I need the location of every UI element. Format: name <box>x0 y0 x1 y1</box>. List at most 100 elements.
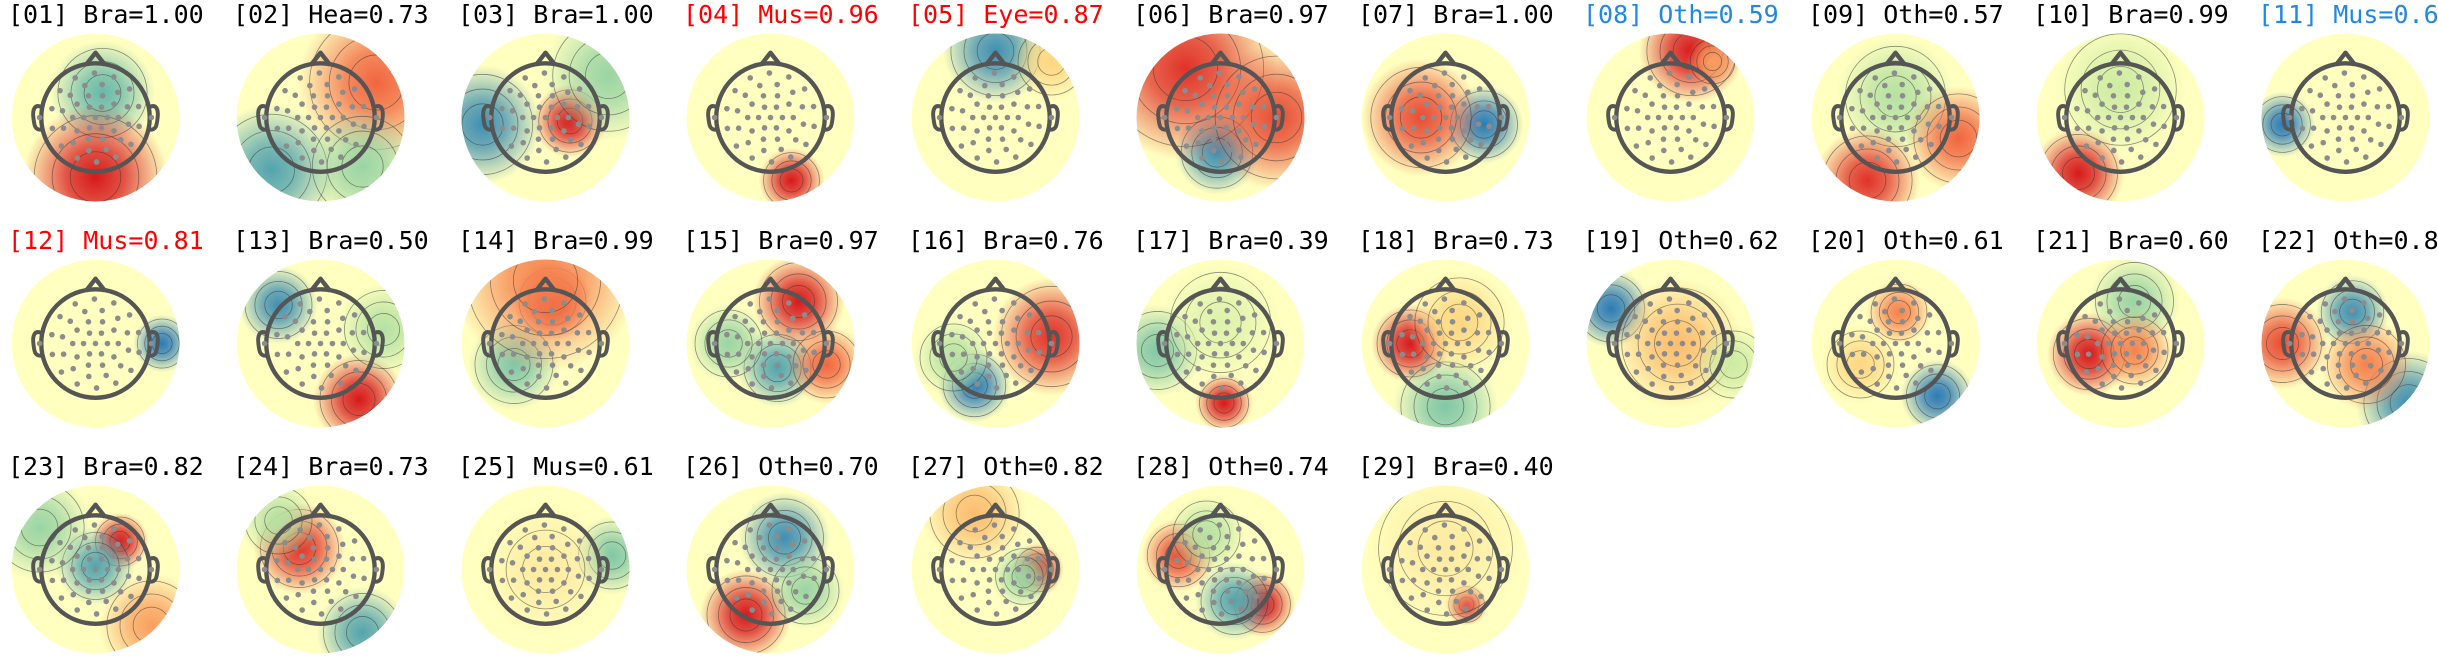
sensor-dot <box>724 331 730 338</box>
sensor-dot <box>724 105 730 112</box>
sensor-dot <box>1422 75 1429 81</box>
sensor-dot <box>104 340 111 347</box>
sensor-dot <box>114 315 121 322</box>
activation-blob <box>914 318 993 397</box>
sensor-dot <box>2307 313 2313 320</box>
sensor-dot <box>99 545 106 551</box>
sensor-dot <box>2299 125 2306 132</box>
sensor-dot <box>959 334 966 340</box>
sensor-dot <box>733 369 740 375</box>
head-nose <box>1884 50 1907 67</box>
sensor-dot <box>1710 329 1717 336</box>
sensor-dot <box>284 560 291 566</box>
sensor-dot <box>1891 70 1898 76</box>
sensor-dot <box>93 159 100 165</box>
sensor-dot <box>2336 351 2343 357</box>
sensor-dot <box>1893 159 1900 165</box>
sensor-dot <box>532 82 538 89</box>
sensor-dot <box>499 105 505 112</box>
sensor-dot <box>949 331 955 338</box>
sensor-dot <box>1476 538 1483 544</box>
sensor-dot <box>329 566 336 573</box>
sensor-dot <box>749 101 755 107</box>
sensor-dot <box>1880 340 1887 347</box>
activation-blob <box>1393 354 1498 428</box>
sensor-dot <box>2097 75 2104 81</box>
sensor-dot <box>86 125 93 131</box>
sensor-dot <box>2099 101 2105 107</box>
sensor-dot <box>2099 354 2105 360</box>
sensor-dot <box>274 105 280 112</box>
contour-line <box>1213 392 1235 414</box>
topomap <box>2261 33 2430 202</box>
sensor-dot <box>1649 354 1655 360</box>
sensor-dot <box>2364 315 2371 322</box>
sensor-dot <box>1486 123 1492 130</box>
sensor-dot <box>2354 340 2361 347</box>
head-nose <box>1434 276 1457 293</box>
sensor-dot <box>1161 566 1168 573</box>
sensor-dot <box>576 312 583 318</box>
sensor-dot <box>1207 534 1213 541</box>
sensor-dot <box>2083 143 2090 149</box>
sensor-dot <box>1239 315 1246 322</box>
sensor-dot <box>274 331 280 338</box>
topomap <box>686 33 855 202</box>
sensor-dot <box>342 136 349 143</box>
sensor-dot <box>2097 301 2104 307</box>
sensor-dot <box>351 538 358 544</box>
sensor-dot <box>2324 128 2330 134</box>
sensor-dot <box>1661 104 1668 110</box>
sensor-dot <box>1692 362 1699 369</box>
sensor-dot <box>360 103 367 110</box>
head-nose <box>534 502 557 519</box>
sensor-dot <box>1899 81 1905 88</box>
sensor-dot <box>536 599 542 606</box>
sensor-dot <box>1869 340 1876 347</box>
sensor-dot <box>2354 114 2361 121</box>
sensor-dot <box>1399 577 1406 584</box>
sensor-dot <box>307 308 313 315</box>
sensor-dot <box>311 104 318 110</box>
sensor-dot <box>585 555 592 562</box>
sensor-dot <box>125 573 132 579</box>
sensor-dot <box>1011 128 1017 134</box>
component-label: [10] Bra=0.99 <box>2033 0 2229 29</box>
sensor-dot <box>535 93 542 99</box>
sensor-dot <box>1194 566 1201 573</box>
sensor-dot <box>1410 351 1417 357</box>
sensor-dot <box>1870 365 1877 372</box>
sensor-dot <box>1251 86 1258 92</box>
sensor-dot <box>1699 104 1706 110</box>
sensor-dot <box>285 125 292 131</box>
sensor-dot <box>98 351 105 357</box>
sensor-dot <box>103 598 109 605</box>
sensor-dot <box>1667 340 1674 347</box>
component-label: [21] Bra=0.60 <box>2033 226 2229 255</box>
head-nose <box>1209 502 1232 519</box>
sensor-dot <box>1453 372 1459 379</box>
sensor-dot <box>135 555 142 562</box>
sensor-dot <box>2361 300 2367 306</box>
sensor-dot <box>1424 128 1430 134</box>
sensor-dot <box>82 534 88 541</box>
sensor-dot <box>59 334 66 340</box>
sensor-dot <box>958 143 965 149</box>
sensor-dot <box>111 580 117 586</box>
contour-line <box>1878 291 1920 333</box>
sensor-dot <box>1028 593 1034 600</box>
sensor-dot <box>1237 380 1244 386</box>
sensor-dot <box>761 104 768 110</box>
sensor-dot <box>2111 147 2117 154</box>
sensor-dot <box>1632 313 1638 320</box>
sensor-dot <box>1898 351 1905 357</box>
sensor-dot <box>1872 75 1879 81</box>
sensor-dot <box>1183 595 1190 601</box>
sensor-dot <box>810 103 817 110</box>
sensor-dot <box>761 147 767 154</box>
sensor-dot <box>1399 105 1405 112</box>
sensor-dot <box>574 104 581 110</box>
sensor-dot <box>310 93 317 99</box>
sensor-dot <box>1485 329 1492 336</box>
sensor-dot <box>283 143 290 149</box>
